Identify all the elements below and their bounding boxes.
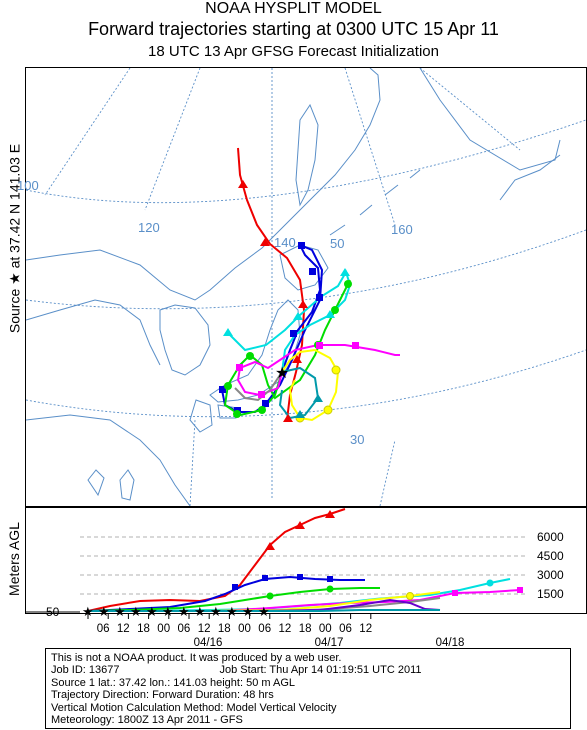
svg-text:★: ★ xyxy=(194,604,206,619)
date-label-0416: 04/16 xyxy=(194,637,223,649)
svg-text:★: ★ xyxy=(146,604,158,619)
hour-tick-label: 18 xyxy=(137,623,150,635)
title-trajectory: Forward trajectories starting at 0300 UT… xyxy=(88,19,499,39)
trajectory-red xyxy=(237,147,306,421)
svg-text:★: ★ xyxy=(162,604,174,619)
coastlines xyxy=(26,68,561,506)
trajectory-yellow xyxy=(281,348,340,422)
info-box xyxy=(45,648,571,729)
lon-label-100: 100 xyxy=(17,178,39,193)
profile-date-labels: 04/16 04/17 04/18 xyxy=(194,637,465,649)
svg-text:★: ★ xyxy=(242,604,254,619)
lon-label-140: 140 xyxy=(274,235,296,250)
profile-panel: 6000 4500 3000 1500 50 xyxy=(25,507,587,649)
height-label-4500: 4500 xyxy=(537,549,564,563)
job-id: Job ID: 13677 xyxy=(51,664,120,677)
trajectory-teal xyxy=(278,366,320,420)
date-label-0417: 04/17 xyxy=(315,637,344,649)
profile-blue xyxy=(87,575,365,612)
lon-label-120: 120 xyxy=(138,220,160,235)
title-forecast: 18 UTC 13 Apr GFSG Forecast Initializati… xyxy=(148,43,439,60)
profile-green xyxy=(87,587,380,612)
profile-height-labels: 6000 4500 3000 1500 50 xyxy=(46,530,564,619)
hour-tick-label: 06 xyxy=(178,623,191,635)
map-markers: ★ xyxy=(219,180,359,423)
disclaimer-text: This is not a NOAA product. It was produ… xyxy=(51,652,342,664)
vertical-motion: Vertical Motion Calculation Method: Mode… xyxy=(51,701,337,714)
svg-text:★: ★ xyxy=(98,604,110,619)
source-info: Source 1 lat.: 37.42 lon.: 141.03 height… xyxy=(51,676,295,689)
svg-text:★: ★ xyxy=(82,604,94,619)
svg-text:★: ★ xyxy=(178,604,190,619)
hour-tick-label: 12 xyxy=(359,623,372,635)
title-model: NOAA HYSPLIT MODEL xyxy=(205,0,382,17)
lat-label-50: 50 xyxy=(330,236,344,251)
svg-text:★: ★ xyxy=(226,604,238,619)
svg-text:★: ★ xyxy=(130,604,142,619)
hour-tick-label: 12 xyxy=(198,623,211,635)
lat-label-30: 30 xyxy=(350,432,364,447)
hour-tick-label: 06 xyxy=(258,623,271,635)
hour-tick-label: 00 xyxy=(157,623,170,635)
hour-tick-label: 18 xyxy=(299,623,312,635)
hour-tick-label: 06 xyxy=(339,623,352,635)
hour-tick-label: 06 xyxy=(97,623,110,635)
profile-hour-labels: 06 12 18 00 06 12 18 00 06 12 18 00 06 12 xyxy=(97,623,372,635)
trajectory-direction: Trajectory Direction: Forward Duration: … xyxy=(51,689,274,702)
trajectory-magenta xyxy=(236,344,400,397)
profile-teal xyxy=(88,609,440,612)
hour-tick-label: 12 xyxy=(279,623,292,635)
svg-text:★: ★ xyxy=(210,604,222,619)
meteorology: Meteorology: 1800Z 13 Apr 2011 - GFS xyxy=(51,714,243,727)
lon-label-160: 160 xyxy=(391,222,413,237)
profile-time-ticks xyxy=(87,614,372,619)
svg-text:★: ★ xyxy=(114,604,126,619)
height-label-6000: 6000 xyxy=(537,530,564,544)
source-star-icon: ★ xyxy=(275,365,289,382)
map-panel: 100 120 140 160 50 40 30 xyxy=(17,67,587,507)
height-label-3000: 3000 xyxy=(537,568,564,582)
hour-tick-label: 18 xyxy=(218,623,231,635)
hour-tick-label: 00 xyxy=(319,623,332,635)
trajectory-gray xyxy=(234,371,283,402)
job-row: Job ID: 13677 Job Start: Thu Apr 14 01:19… xyxy=(51,664,571,676)
run-info: This is not a NOAA product. It was produ… xyxy=(51,652,571,726)
graticule-labels: 100 120 140 160 50 40 30 xyxy=(17,178,413,447)
hour-tick-label: 12 xyxy=(117,623,130,635)
hour-tick-label: 00 xyxy=(238,623,251,635)
svg-text:★: ★ xyxy=(258,604,270,619)
job-start: Job Start: Thu Apr 14 01:19:51 UTC 2011 xyxy=(219,664,422,677)
date-label-0418: 04/18 xyxy=(436,637,465,649)
profile-red xyxy=(87,508,346,612)
height-label-1500: 1500 xyxy=(537,587,564,601)
profile-markers: ★ ★ ★ ★ ★ ★ ★ ★ ★ ★ ★ ★ xyxy=(82,510,523,619)
